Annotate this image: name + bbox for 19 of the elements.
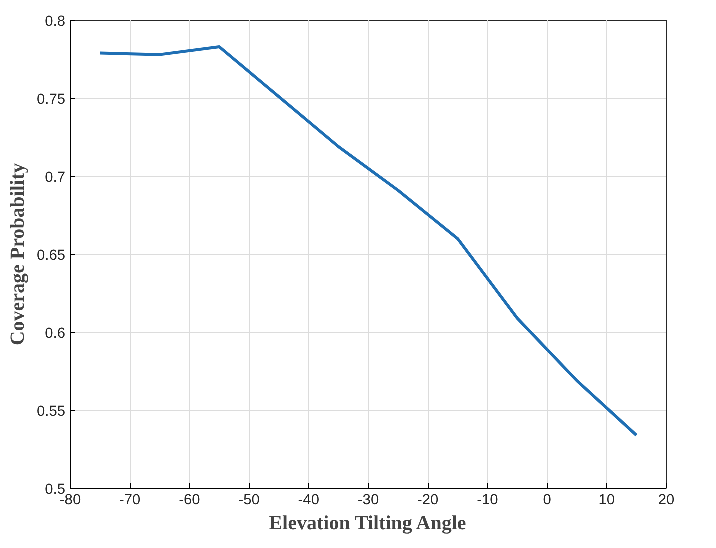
y-tick-label: 0.75 (36, 92, 66, 108)
x-tick-label: 10 (598, 492, 616, 508)
y-tick-label: 0.6 (45, 326, 66, 342)
x-tick-label: -50 (238, 492, 260, 508)
x-tick-label: 0 (543, 492, 552, 508)
line-series (98, 46, 638, 437)
x-axis-title: Elevation Tilting Angle (269, 512, 466, 534)
x-tick-label: -60 (179, 492, 200, 508)
y-tick-label: 0.65 (36, 248, 66, 264)
x-tick-label: -30 (358, 492, 380, 508)
y-tick-label: 0.55 (36, 404, 66, 420)
x-tick-label: -70 (120, 492, 141, 508)
y-axis-title: Coverage Probability (6, 163, 29, 346)
x-tick-label: -20 (418, 492, 439, 508)
x-tick-label: 20 (658, 492, 675, 508)
x-tick-label: -40 (298, 492, 320, 508)
y-tick-label: 0.8 (45, 14, 66, 30)
x-tick-label: -10 (477, 492, 498, 508)
y-tick-label: 0.7 (45, 170, 66, 186)
